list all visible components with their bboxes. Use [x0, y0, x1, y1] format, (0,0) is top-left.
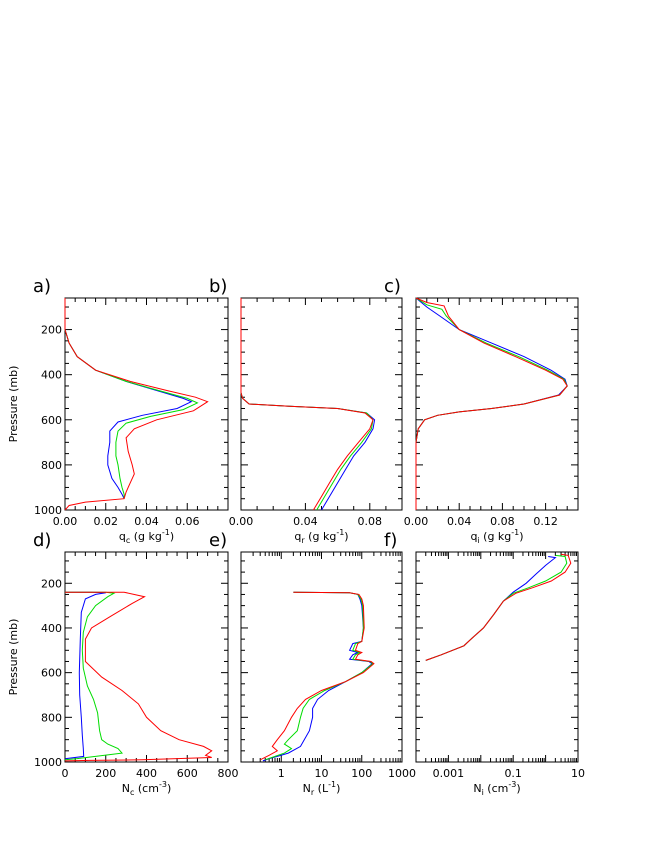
plot-frame — [240, 551, 403, 763]
x-axis-title: Nc (cm-3) — [122, 780, 171, 797]
x-tick-label: 0.04 — [134, 515, 159, 528]
y-tick-label: 800 — [41, 711, 62, 724]
y-tick-label: 1000 — [34, 756, 62, 769]
panel-letter: b) — [209, 276, 227, 297]
series-line-green — [64, 298, 199, 499]
x-tick-label: 0.02 — [94, 515, 119, 528]
series-line-blue — [240, 298, 376, 511]
x-tick-label: 100 — [351, 767, 372, 780]
x-tick-label: 0.08 — [490, 515, 515, 528]
x-tick-label: 0.12 — [533, 515, 558, 528]
x-tick-label: 0.04 — [447, 515, 472, 528]
panel-letter: a) — [33, 276, 51, 297]
x-tick-label: 0.001 — [433, 767, 465, 780]
series-line-red — [425, 553, 572, 661]
panel-b: 0.00 0.04 0.08 qr (g kg-1) b) — [209, 276, 403, 545]
series-line-blue — [64, 591, 106, 761]
series-line-green — [265, 591, 374, 761]
x-tick-label: 10 — [571, 767, 585, 780]
panel-letter: c) — [384, 276, 401, 297]
x-axis-title: qr (g kg-1) — [294, 528, 348, 545]
x-axis-title: Ni (cm-3) — [473, 780, 520, 797]
series-line-red — [240, 298, 374, 511]
y-tick-label: 400 — [41, 622, 62, 635]
x-tick-label: 0.00 — [53, 515, 78, 528]
y-tick-label: 600 — [41, 414, 62, 427]
x-axis-title: qi (g kg-1) — [470, 528, 523, 545]
plot-frame — [64, 551, 229, 763]
series-line-blue — [415, 297, 568, 510]
x-tick-label: 0.04 — [293, 515, 318, 528]
x-tick-label: 10 — [315, 767, 329, 780]
x-tick-label: 0.06 — [175, 515, 200, 528]
x-tick-label: 0.00 — [404, 515, 429, 528]
x-tick-label: 400 — [136, 767, 157, 780]
panel-c: 0.00 0.04 0.08 0.12 qi (g kg-1) c) — [384, 276, 579, 545]
panel-letter: f) — [384, 530, 397, 551]
series-line-blue — [64, 298, 193, 499]
plot-frame — [240, 297, 403, 511]
y-tick-label: 1000 — [34, 504, 62, 517]
plot-frame — [415, 551, 579, 763]
series-line-red — [259, 591, 375, 761]
y-tick-label: 800 — [41, 459, 62, 472]
y-tick-label: 200 — [41, 324, 62, 337]
panel-letter: d) — [33, 530, 51, 551]
series-line-blue — [425, 556, 557, 661]
y-axis-title: Pressure (mb) — [7, 619, 20, 696]
y-tick-label: 400 — [41, 369, 62, 382]
panel-f: 0.001 0.1 10 Ni (cm-3) f) — [384, 530, 585, 797]
x-axis-title: Nr (L-1) — [303, 780, 341, 797]
x-tick-label: 0 — [62, 767, 69, 780]
y-tick-label: 200 — [41, 577, 62, 590]
series-line-red — [415, 297, 568, 510]
y-axis-title: Pressure (mb) — [7, 366, 20, 443]
plot-frame — [415, 297, 579, 511]
series-line-green — [64, 591, 124, 761]
series-line-green — [415, 297, 568, 510]
x-tick-label: 600 — [177, 767, 198, 780]
x-tick-label: 0.00 — [229, 515, 254, 528]
x-tick-label: 800 — [218, 767, 239, 780]
series-line-red — [64, 591, 213, 762]
panel-e: 1 10 100 1000 Nr (L-1) e) — [209, 530, 416, 797]
x-tick-label: 0.1 — [504, 767, 522, 780]
series-line-blue — [262, 591, 373, 762]
x-tick-label: 1000 — [388, 767, 416, 780]
panel-letter: e) — [209, 530, 227, 551]
x-tick-label: 1 — [278, 767, 285, 780]
x-tick-label: 0.08 — [358, 515, 383, 528]
y-tick-label: 600 — [41, 667, 62, 680]
x-tick-label: 200 — [95, 767, 116, 780]
series-line-green — [240, 298, 374, 511]
x-axis-title: qc (g kg-1) — [119, 528, 174, 545]
series-line-red — [64, 298, 209, 511]
series-line-green — [425, 554, 568, 661]
